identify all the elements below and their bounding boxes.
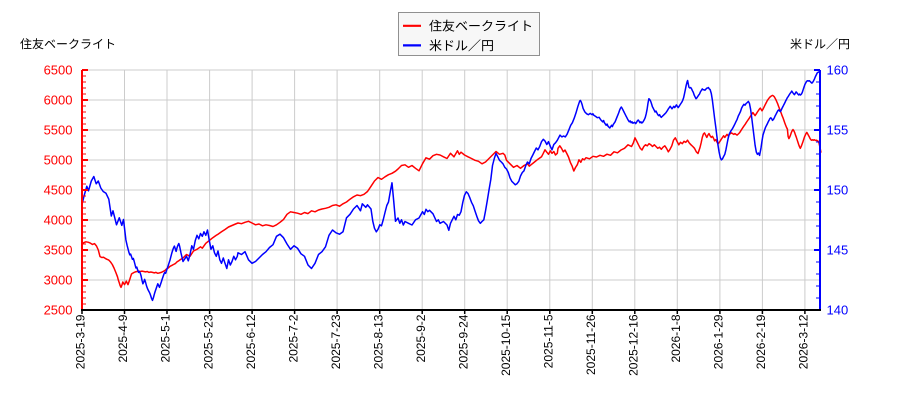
svg-text:155: 155 [827, 123, 849, 138]
svg-text:2025-9-24: 2025-9-24 [456, 314, 470, 369]
svg-text:4000: 4000 [44, 213, 73, 228]
svg-text:2025-10-15: 2025-10-15 [499, 314, 513, 376]
svg-text:2026-1-29: 2026-1-29 [712, 314, 726, 369]
svg-text:140: 140 [827, 303, 849, 318]
svg-text:2025-7-23: 2025-7-23 [329, 314, 343, 369]
svg-text:4500: 4500 [44, 183, 73, 198]
svg-text:2025-5-23: 2025-5-23 [201, 314, 215, 369]
svg-text:2025-7-2: 2025-7-2 [286, 314, 300, 362]
svg-text:6000: 6000 [44, 93, 73, 108]
svg-text:3000: 3000 [44, 273, 73, 288]
svg-text:150: 150 [827, 183, 849, 198]
svg-text:2025-3-19: 2025-3-19 [74, 314, 88, 369]
svg-text:2025-4-9: 2025-4-9 [116, 314, 130, 362]
svg-text:2025-11-26: 2025-11-26 [584, 314, 598, 375]
svg-text:2025-5-1: 2025-5-1 [159, 314, 173, 362]
svg-text:5000: 5000 [44, 153, 73, 168]
svg-text:2025-8-13: 2025-8-13 [371, 314, 385, 369]
svg-text:3500: 3500 [44, 243, 73, 258]
svg-text:2025-12-16: 2025-12-16 [627, 314, 641, 376]
svg-text:2025-11-5: 2025-11-5 [542, 314, 556, 368]
svg-text:2025-9-2: 2025-9-2 [414, 314, 428, 362]
svg-text:5500: 5500 [44, 123, 73, 138]
svg-text:2026-1-8: 2026-1-8 [669, 314, 683, 362]
svg-text:6500: 6500 [44, 63, 73, 78]
svg-text:2026-2-19: 2026-2-19 [754, 314, 768, 369]
svg-text:2026-3-12: 2026-3-12 [797, 314, 811, 369]
svg-text:2025-6-12: 2025-6-12 [244, 314, 258, 369]
svg-text:145: 145 [827, 243, 849, 258]
svg-text:160: 160 [827, 63, 849, 78]
svg-text:2500: 2500 [44, 303, 73, 318]
